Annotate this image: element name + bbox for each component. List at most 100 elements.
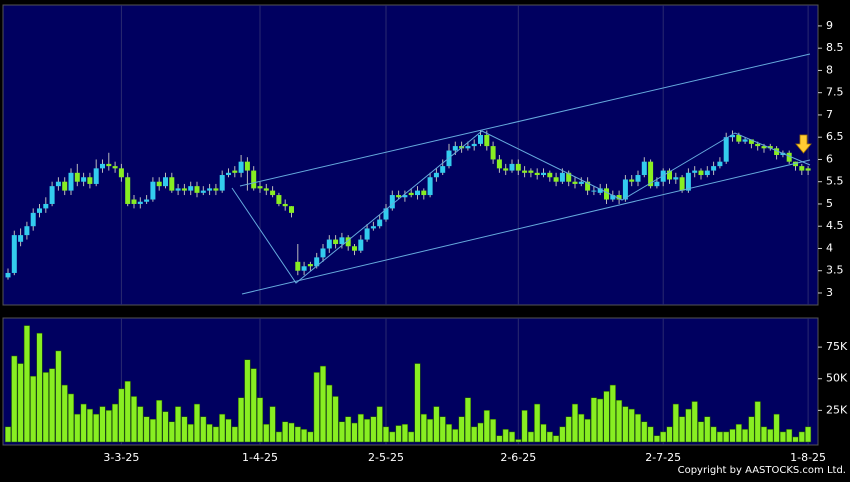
candle-body xyxy=(622,179,628,200)
candle-body xyxy=(18,235,24,242)
volume-bar xyxy=(458,416,465,443)
candle-body xyxy=(654,181,660,187)
candle-body xyxy=(635,175,641,182)
volume-bar xyxy=(420,413,427,443)
candle-body xyxy=(307,264,313,267)
x-tick-label: 3-3-25 xyxy=(103,451,139,464)
volume-bar xyxy=(389,431,396,443)
candle-body xyxy=(553,177,559,182)
volume-bar xyxy=(540,424,547,443)
y-tick-label: 6.5 xyxy=(826,130,844,143)
volume-bar xyxy=(679,416,686,443)
candle-body xyxy=(263,188,269,191)
candle-body xyxy=(87,177,93,184)
candle-body xyxy=(37,208,42,213)
volume-bar xyxy=(401,424,408,443)
signal-arrow xyxy=(795,134,812,154)
candle-body xyxy=(704,170,710,176)
volume-bar xyxy=(603,391,610,443)
volume-bar xyxy=(691,401,698,443)
candle-body xyxy=(711,166,717,171)
zigzag-line xyxy=(231,130,811,284)
volume-bar xyxy=(49,368,56,443)
candle-body xyxy=(604,188,609,200)
candle-body xyxy=(641,161,647,176)
volume-bar xyxy=(200,416,207,443)
volume-bar xyxy=(748,416,755,443)
x-tick-label: 2-7-25 xyxy=(645,451,681,464)
volume-bar xyxy=(238,397,245,443)
candle-body xyxy=(433,172,439,178)
volume-bar xyxy=(357,413,364,443)
volume-bar xyxy=(149,418,156,443)
candle-body xyxy=(522,170,528,173)
candle-body xyxy=(125,177,131,204)
volume-bar xyxy=(67,393,75,443)
candle-body xyxy=(496,159,502,169)
candle-body xyxy=(232,170,238,173)
y-tick-label: 75K xyxy=(826,340,848,353)
candle-body xyxy=(471,143,477,147)
candle-body xyxy=(648,161,654,187)
volume-bar xyxy=(427,418,434,443)
candle-body xyxy=(345,237,351,247)
volume-bar xyxy=(716,431,723,443)
candle-body xyxy=(383,208,389,220)
volume-bar xyxy=(130,396,138,443)
volume-bar xyxy=(471,426,478,443)
candle-body xyxy=(723,137,729,162)
volume-bar xyxy=(313,372,320,443)
candle-body xyxy=(761,146,767,149)
volume-bar xyxy=(710,426,717,443)
candle-body xyxy=(74,172,80,182)
volume-bar xyxy=(729,429,736,443)
candle-body xyxy=(730,134,735,138)
candle-body xyxy=(276,195,282,204)
candle-body xyxy=(112,166,118,169)
volume-bar xyxy=(42,372,49,443)
volume-bar xyxy=(30,375,37,443)
candle-body xyxy=(547,172,553,178)
volume-bar xyxy=(4,426,12,443)
candle-body xyxy=(667,170,672,180)
candle-body xyxy=(559,172,565,182)
candle-body xyxy=(55,181,61,187)
candle-body xyxy=(377,219,383,227)
volume-bar xyxy=(534,403,541,443)
volume-bar xyxy=(666,426,673,443)
candle-body xyxy=(244,161,250,171)
candle-body xyxy=(597,188,603,193)
volume-bar xyxy=(439,416,446,443)
volume-bar xyxy=(244,359,251,443)
volume-bar xyxy=(628,408,635,443)
volume-bar xyxy=(496,435,503,443)
candle-body xyxy=(478,134,483,144)
volume-bar xyxy=(263,424,270,443)
candle-body xyxy=(270,190,276,196)
volume-bar xyxy=(395,425,402,443)
candle-body xyxy=(629,179,635,182)
volume-bar xyxy=(483,410,490,443)
volume-bar xyxy=(685,408,692,443)
candle-body xyxy=(200,190,206,193)
y-tick-label: 50K xyxy=(826,372,848,385)
volume-bar xyxy=(641,421,648,443)
copyright: Copyright by AASTOCKS.com Ltd. xyxy=(678,465,846,476)
y-tick-label: 7 xyxy=(826,108,833,121)
volume-bar xyxy=(86,408,93,443)
candle-body xyxy=(452,146,458,151)
candle-body xyxy=(169,177,175,191)
y-tick-label: 7.5 xyxy=(826,86,844,99)
volume-bar xyxy=(143,416,150,443)
candle-body xyxy=(534,172,540,176)
volume-bar xyxy=(307,431,314,443)
volume-bar xyxy=(370,416,377,443)
volume-bar xyxy=(118,388,125,443)
volume-bar xyxy=(376,406,383,443)
y-tick-label: 3 xyxy=(826,286,833,299)
volume-bar xyxy=(55,350,62,443)
volume-bar xyxy=(445,424,453,443)
volume-bar xyxy=(433,406,440,443)
candle-body xyxy=(541,172,546,176)
volume-bar xyxy=(521,410,528,443)
